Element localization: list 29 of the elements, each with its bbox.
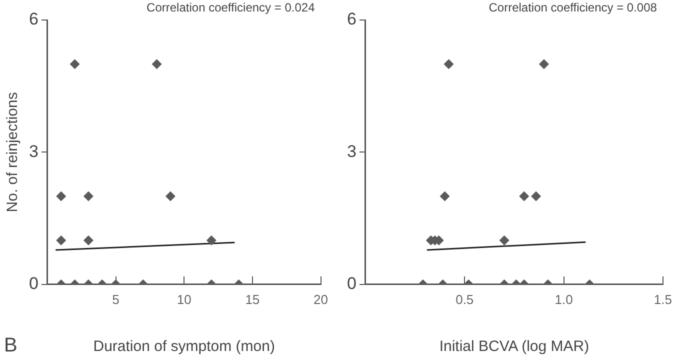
x-tick-label: 15 (245, 292, 260, 307)
x-axis-title: Duration of symptom (mon) (93, 338, 275, 356)
point (56, 191, 66, 202)
x-tick-label: 0.5 (456, 292, 474, 307)
y-tick-label: 0 (346, 274, 356, 294)
y-tick-label: 3 (346, 142, 356, 161)
text: Correlation coefficiency = 0.024 (146, 0, 316, 14)
point (83, 191, 94, 202)
x-tick-label: 5 (112, 292, 120, 307)
point (519, 191, 530, 202)
y-tick-label: 3 (28, 142, 38, 161)
point (70, 59, 80, 70)
text: Correlation coefficiency = 0.008 (488, 0, 658, 14)
point (531, 191, 542, 202)
y-tick-label: 6 (346, 10, 356, 29)
x-axis-title: Initial BCVA (log MAR) (439, 338, 590, 356)
point (444, 59, 454, 70)
point (152, 59, 162, 70)
point (440, 191, 450, 202)
text: B (4, 334, 18, 357)
point (538, 59, 549, 70)
y-tick-label: 6 (28, 10, 38, 29)
point (165, 191, 176, 202)
x-tick-label: 1.0 (554, 292, 573, 307)
x-tick-label: 10 (176, 292, 192, 307)
x-tick-label: 20 (314, 292, 328, 307)
x-tick-label: 1.5 (654, 292, 672, 307)
y-axis-title: No. of reinjections (4, 92, 22, 212)
y-tick-label: 0 (28, 274, 38, 294)
